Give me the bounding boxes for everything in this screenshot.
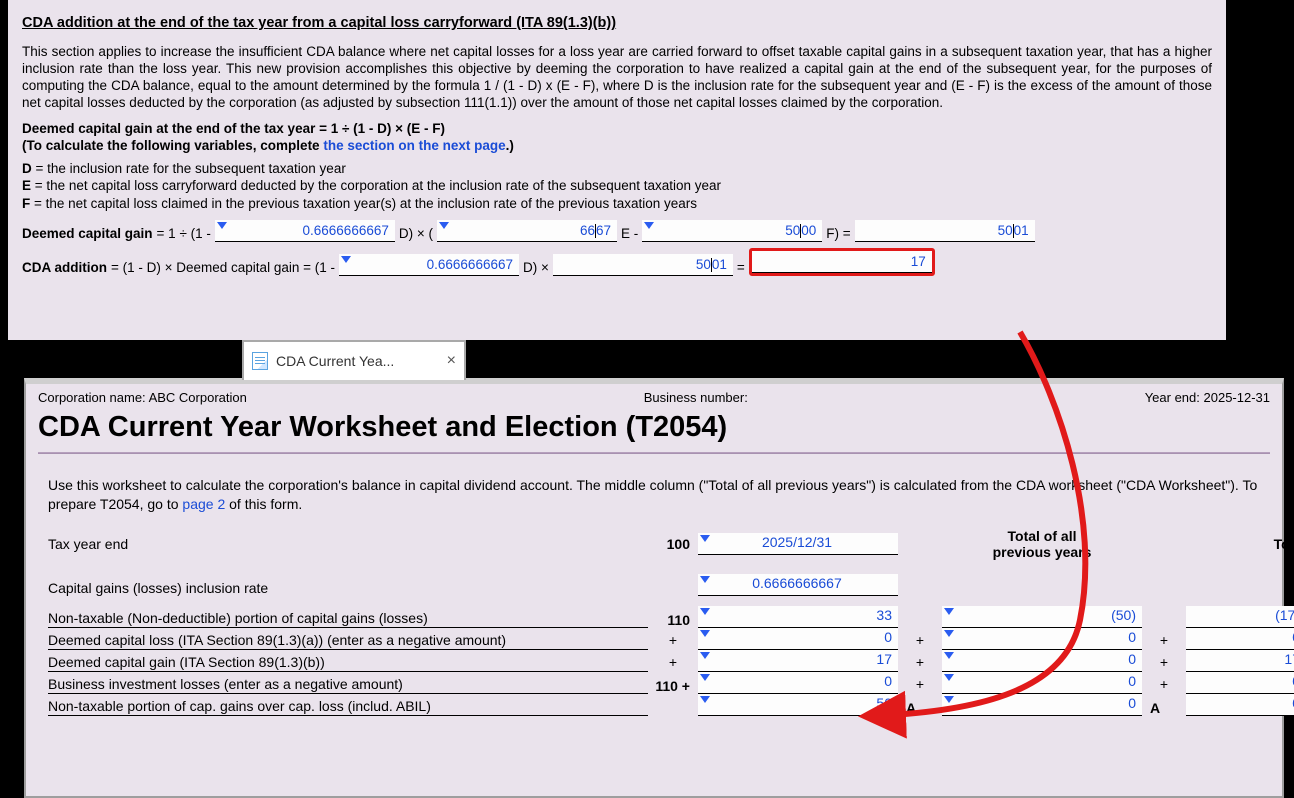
- bil-c3[interactable]: 0: [1186, 672, 1294, 694]
- e-definition: = the net capital loss carryforward dedu…: [31, 178, 721, 193]
- ye-value: 2025-12-31: [1204, 390, 1271, 405]
- ntp-c2[interactable]: 0: [942, 694, 1142, 716]
- divider: [38, 452, 1270, 454]
- next-page-link[interactable]: the section on the next page: [323, 138, 505, 153]
- dcg-c1[interactable]: 17: [698, 650, 898, 672]
- ntp-c1[interactable]: 50: [698, 694, 898, 716]
- line-110: 110: [650, 612, 696, 628]
- col-a-2: A: [1144, 700, 1184, 716]
- r110-c1[interactable]: 33: [698, 606, 898, 628]
- dcg-c2[interactable]: 0: [942, 650, 1142, 672]
- section-paragraph: This section applies to increase the ins…: [22, 43, 1212, 112]
- ye-label: Year end:: [1145, 390, 1204, 405]
- rate-input[interactable]: 0.6666666667: [698, 574, 898, 596]
- cda-addition-label: CDA addition: [22, 259, 107, 276]
- col2-header: Total of allprevious years: [942, 528, 1142, 560]
- dcg-c3[interactable]: 17: [1186, 650, 1294, 672]
- bil-label: Business investment losses (enter as a n…: [48, 676, 648, 694]
- f-definition: = the net capital loss claimed in the pr…: [30, 196, 697, 211]
- cda-addition-row: CDA addition = (1 - D) × Deemed capital …: [22, 248, 1212, 276]
- dcg-label: Deemed capital gain (ITA Section 89(1.3)…: [48, 654, 648, 672]
- worksheet-grid: Tax year end 100 2025/12/31 Total of all…: [48, 528, 1260, 716]
- variable-definitions: D = the inclusion rate for the subsequen…: [22, 160, 1212, 212]
- cda-addition-explainer: CDA addition at the end of the tax year …: [8, 0, 1226, 340]
- calc-note-prefix: (To calculate the following variables, c…: [22, 138, 323, 153]
- dcl-c2[interactable]: 0: [942, 628, 1142, 650]
- deemed-capital-gain-row: Deemed capital gain = 1 ÷ (1 - 0.6666666…: [22, 220, 1212, 242]
- page2-link[interactable]: page 2: [182, 496, 225, 512]
- worksheet-title: CDA Current Year Worksheet and Election …: [38, 411, 1270, 444]
- dcl-label: Deemed capital loss (ITA Section 89(1.3)…: [48, 632, 648, 650]
- col-a-1: A: [900, 700, 940, 716]
- r110-label: Non-taxable (Non-deductible) portion of …: [48, 610, 648, 628]
- worksheet-panel: Corporation name: ABC Corporation Busine…: [24, 378, 1284, 798]
- section-heading: CDA addition at the end of the tax year …: [22, 14, 1212, 33]
- corp-name: ABC Corporation: [149, 390, 247, 405]
- r110-c2[interactable]: (50): [942, 606, 1142, 628]
- bil-c2[interactable]: 0: [942, 672, 1142, 694]
- corp-label: Corporation name:: [38, 390, 149, 405]
- d-input-2[interactable]: 0.6666666667: [339, 254, 519, 276]
- tye-label: Tax year end: [48, 536, 648, 552]
- r110-c3[interactable]: (17): [1186, 606, 1294, 628]
- calc-note-suffix: .): [506, 138, 514, 153]
- bil-c1[interactable]: 0: [698, 672, 898, 694]
- close-icon[interactable]: ×: [447, 352, 456, 370]
- formula-text: Deemed capital gain at the end of the ta…: [22, 121, 445, 136]
- d-definition: = the inclusion rate for the subsequent …: [32, 161, 346, 176]
- cda-addition-result-highlight: 17: [749, 248, 935, 276]
- dcg-label: Deemed capital gain: [22, 225, 153, 242]
- ntp-label: Non-taxable portion of cap. gains over c…: [48, 698, 648, 716]
- tab-title: CDA Current Yea...: [276, 353, 439, 369]
- dcg-result[interactable]: 5001: [855, 220, 1035, 242]
- plus-icon: +: [650, 632, 696, 650]
- document-icon: [252, 352, 268, 370]
- line-100: 100: [650, 536, 696, 552]
- d-input-1[interactable]: 0.6666666667: [215, 220, 395, 242]
- header-row: Corporation name: ABC Corporation Busine…: [38, 390, 1270, 405]
- cda-addition-result[interactable]: 17: [752, 251, 932, 273]
- f-input[interactable]: 5000: [642, 220, 822, 242]
- intro-text: Use this worksheet to calculate the corp…: [48, 476, 1260, 514]
- dcl-c3[interactable]: 0: [1186, 628, 1294, 650]
- ntp-c3[interactable]: 0: [1186, 694, 1294, 716]
- tye-input[interactable]: 2025/12/31: [698, 533, 898, 555]
- bn-label: Business number:: [644, 390, 748, 405]
- dcg-input-2[interactable]: 5001: [553, 254, 733, 276]
- e-input[interactable]: 6667: [437, 220, 617, 242]
- dcl-c1[interactable]: 0: [698, 628, 898, 650]
- worksheet-tab[interactable]: CDA Current Yea... ×: [242, 340, 466, 380]
- rate-label: Capital gains (losses) inclusion rate: [48, 580, 648, 596]
- col3-header: Total: [1186, 536, 1294, 552]
